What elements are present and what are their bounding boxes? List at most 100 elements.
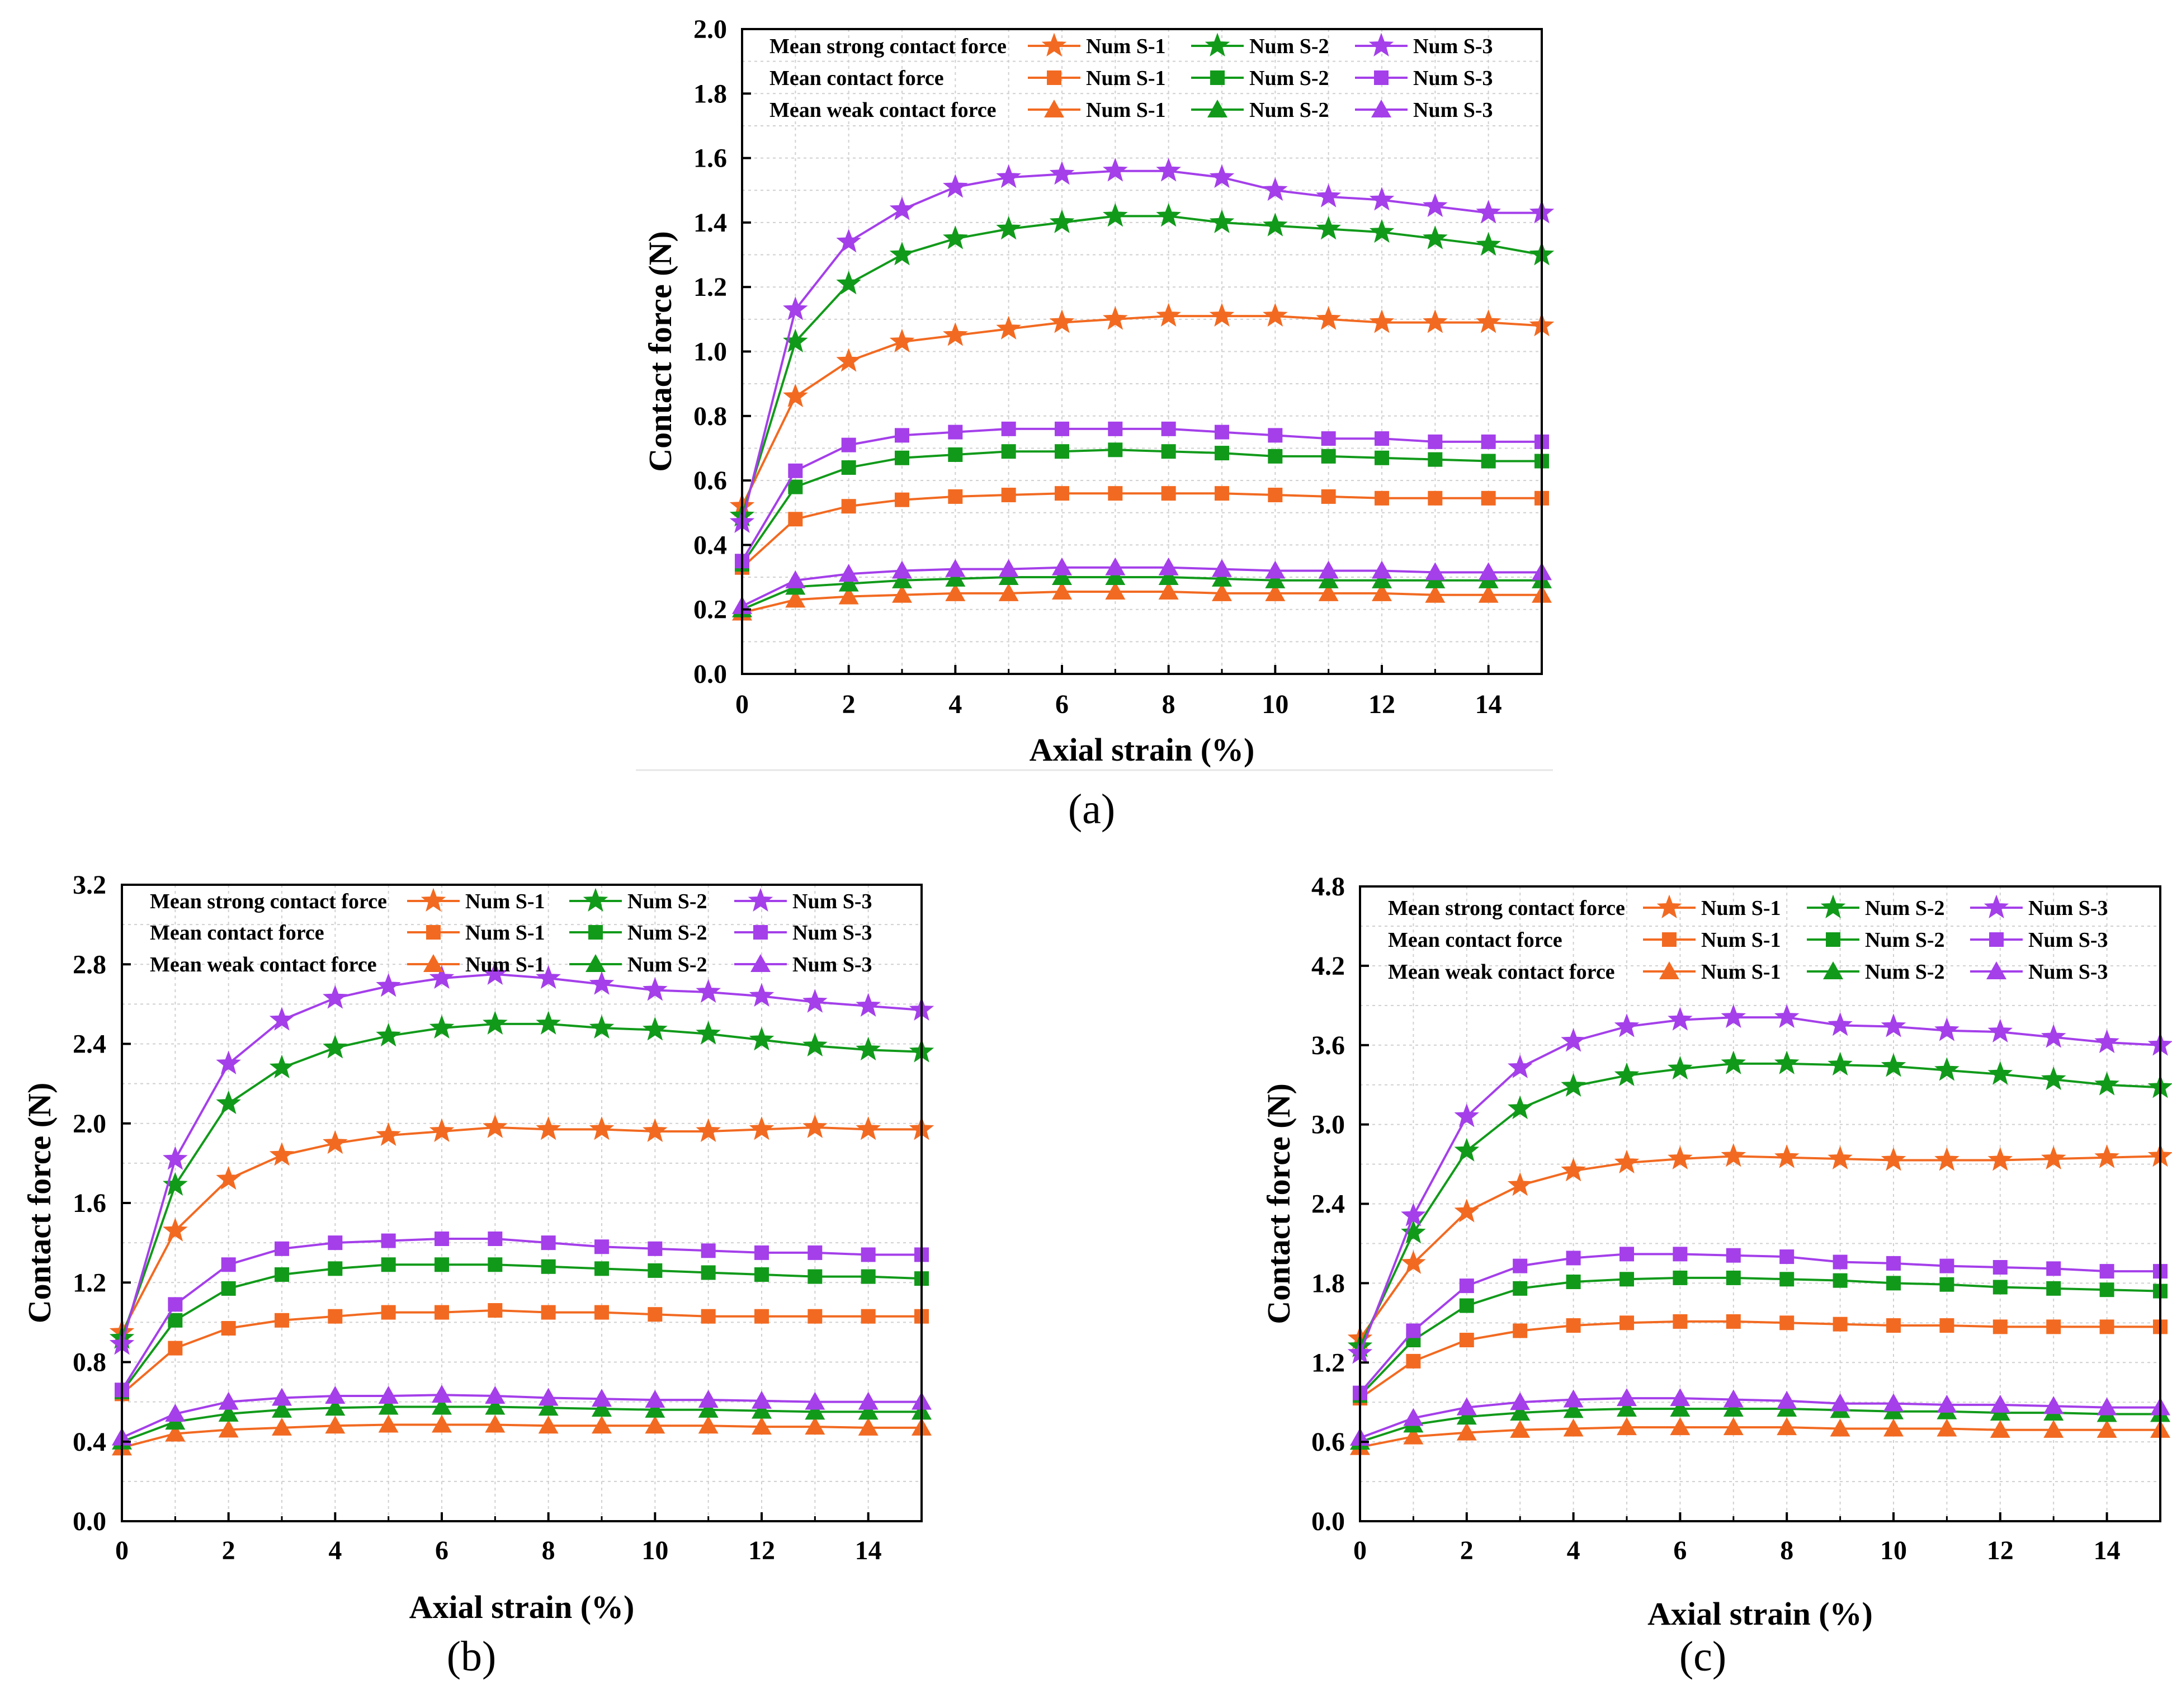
data-point xyxy=(1563,1418,1584,1437)
y-tick-label: 2.4 xyxy=(73,1030,106,1059)
data-point xyxy=(836,229,861,253)
data-point xyxy=(275,1241,289,1256)
legend-series-label: Num S-1 xyxy=(465,890,545,913)
data-point xyxy=(889,196,915,220)
data-point xyxy=(432,1385,452,1403)
data-point xyxy=(2094,1144,2119,1168)
data-point xyxy=(785,589,806,608)
data-point xyxy=(785,570,806,588)
data-point xyxy=(592,1389,612,1407)
data-point xyxy=(536,1116,561,1140)
y-tick-label: 2.0 xyxy=(693,15,727,44)
data-point xyxy=(1268,449,1283,464)
legend-marker xyxy=(748,888,773,912)
data-point xyxy=(1055,486,1069,501)
series-line xyxy=(121,1238,922,1391)
data-point xyxy=(1263,213,1288,237)
data-point xyxy=(856,1116,881,1140)
data-point xyxy=(483,1114,508,1138)
data-point xyxy=(165,1403,186,1422)
data-point xyxy=(1617,1388,1637,1407)
data-point xyxy=(836,348,861,372)
data-point xyxy=(1215,446,1229,461)
data-point xyxy=(1263,177,1288,201)
data-point xyxy=(698,1399,719,1418)
data-point xyxy=(698,1416,719,1434)
data-point xyxy=(1668,1007,1693,1031)
data-point xyxy=(1723,1417,1744,1436)
series-line xyxy=(741,215,1542,517)
series-line xyxy=(742,591,1542,614)
data-point xyxy=(1055,444,1069,459)
data-point xyxy=(1721,1143,1746,1167)
data-point xyxy=(2041,1024,2066,1048)
data-point xyxy=(1055,421,1069,436)
legend-marker xyxy=(1044,100,1064,117)
data-point xyxy=(1561,1157,1586,1182)
chart-panel-a: 0 2 4 6 8 10 12 14 0.0 0.2 0.4 0.6 0.8 1.0 1.2 1.4 1.6 1.… xyxy=(636,15,1555,833)
data-point xyxy=(948,424,963,440)
data-point xyxy=(1161,444,1176,459)
series-square-num-s-3 xyxy=(1353,1247,2168,1400)
data-point xyxy=(754,1309,769,1324)
series-line xyxy=(741,449,1542,565)
data-point xyxy=(948,447,963,462)
series-star-num-s-2 xyxy=(1347,1050,2172,1357)
data-point xyxy=(858,1402,879,1420)
data-point xyxy=(783,383,808,408)
data-point xyxy=(541,1235,556,1251)
data-point xyxy=(1934,1147,1959,1171)
data-point xyxy=(538,1416,559,1434)
legend-marker xyxy=(1368,32,1394,56)
legend-marker xyxy=(1826,932,1840,947)
legend-series-label: Num S-1 xyxy=(1086,67,1166,90)
series-triangle-num-s-2 xyxy=(112,1396,932,1450)
data-point xyxy=(218,1391,239,1410)
data-point xyxy=(1673,1270,1688,1285)
data-point xyxy=(1001,421,1016,436)
data-point xyxy=(1992,1260,2008,1275)
legend-marker xyxy=(1984,894,2009,918)
legend-series-label: Num S-3 xyxy=(2028,928,2108,952)
data-point xyxy=(1103,202,1128,227)
grid xyxy=(1360,886,2160,1521)
data-point xyxy=(221,1281,236,1296)
data-point xyxy=(1830,1418,1850,1437)
series-square-num-s-2 xyxy=(115,1257,929,1399)
data-point xyxy=(895,450,909,465)
x-tick-label: 10 xyxy=(1262,690,1288,719)
data-point xyxy=(1670,1388,1691,1407)
data-point xyxy=(323,985,348,1009)
data-point xyxy=(1668,1145,1693,1170)
y-tick-label: 1.2 xyxy=(1311,1348,1345,1377)
data-point xyxy=(1721,1050,1746,1074)
data-point xyxy=(1828,1012,1853,1036)
data-point xyxy=(1481,454,1496,469)
data-point xyxy=(1401,1202,1426,1226)
data-point xyxy=(435,1305,449,1320)
data-point xyxy=(783,296,808,320)
data-point xyxy=(1209,303,1235,327)
x-tick-label: 8 xyxy=(542,1536,555,1565)
data-point xyxy=(218,1419,239,1438)
data-point xyxy=(805,1391,825,1410)
data-point xyxy=(1934,1057,1959,1081)
data-point xyxy=(2094,1029,2119,1053)
series-line xyxy=(1359,1408,2160,1443)
data-point xyxy=(1215,424,1229,440)
data-point xyxy=(1619,1315,1634,1330)
data-point xyxy=(1369,309,1395,333)
legend-series-label: Num S-3 xyxy=(1413,67,1493,90)
data-point xyxy=(1372,570,1392,588)
series-line xyxy=(742,576,1542,611)
data-point xyxy=(1481,434,1496,449)
x-axis-label: Axial strain (%) xyxy=(1030,732,1255,768)
data-point xyxy=(996,164,1021,188)
data-point xyxy=(2099,1282,2114,1297)
series-line xyxy=(741,315,1542,507)
data-point xyxy=(1937,1418,1957,1437)
data-point xyxy=(1510,1419,1531,1438)
data-point xyxy=(1723,1389,1744,1408)
data-point xyxy=(754,1267,769,1282)
